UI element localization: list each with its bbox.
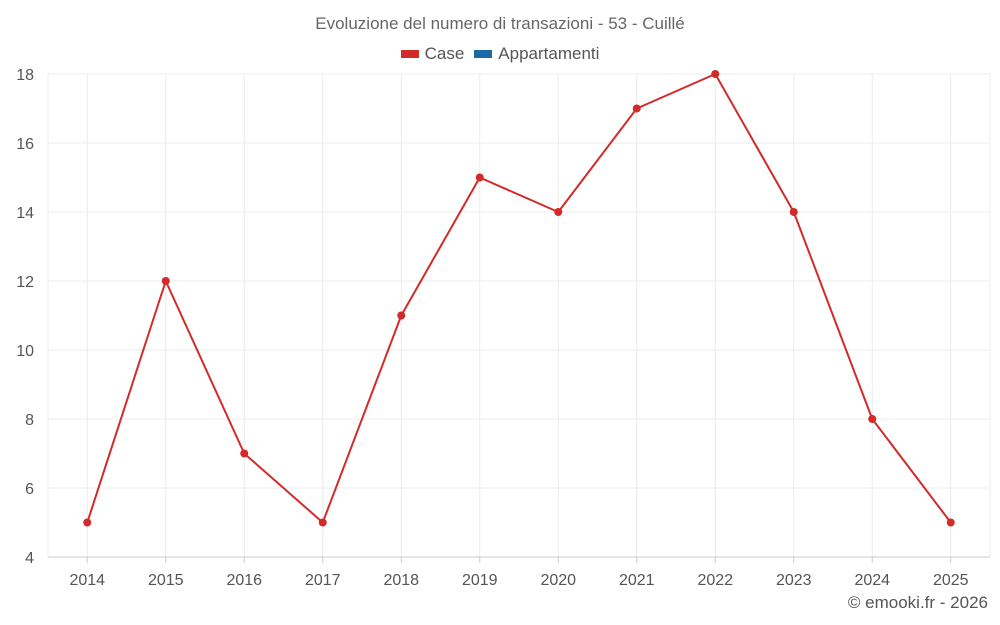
y-tick-label: 12 <box>16 274 34 291</box>
y-tick-label: 4 <box>25 550 34 567</box>
data-point[interactable] <box>554 208 563 216</box>
legend-item-case[interactable]: Case <box>400 44 465 64</box>
legend-label-appartamenti: Appartamenti <box>498 44 600 63</box>
x-tick-label: 2023 <box>776 572 812 589</box>
x-tick-label: 2025 <box>933 572 969 589</box>
x-tick-label: 2020 <box>540 572 576 589</box>
data-point[interactable] <box>789 208 798 216</box>
x-tick-label: 2019 <box>462 572 498 589</box>
data-point[interactable] <box>240 449 249 458</box>
legend-label-case: Case <box>424 44 465 63</box>
x-tick-label: 2018 <box>383 572 419 589</box>
series-line-case <box>86 73 952 524</box>
y-tick-label: 8 <box>25 412 34 429</box>
data-point[interactable] <box>868 415 877 423</box>
data-point[interactable] <box>632 104 641 113</box>
chart-title: Evoluzione del numero di transazioni - 5… <box>315 14 685 33</box>
data-point[interactable] <box>946 518 955 527</box>
data-point[interactable] <box>397 311 406 320</box>
legend-swatch-appartamenti <box>474 50 493 58</box>
copyright-notice: © emooki.fr - 2026 <box>847 593 988 612</box>
x-tick-label: 2016 <box>226 572 262 589</box>
y-tick-label: 10 <box>16 343 34 360</box>
data-point[interactable] <box>161 277 170 285</box>
grid <box>47 73 991 558</box>
x-tick-label: 2014 <box>69 572 105 589</box>
y-tick-label: 14 <box>16 205 34 222</box>
axes: 4 6 8 10 12 14 16 18 2014 2015 2016 2017 2018 2019 202… <box>16 67 990 589</box>
y-tick-label: 6 <box>25 481 34 498</box>
legend: Case Appartamenti <box>0 44 1000 64</box>
y-tick-label: 16 <box>16 136 34 153</box>
x-tick-label: 2017 <box>305 572 341 589</box>
legend-swatch-case <box>400 50 419 58</box>
y-tick-label: 18 <box>16 67 34 84</box>
x-tick-label: 2024 <box>854 572 890 589</box>
data-point[interactable] <box>711 70 720 78</box>
data-point[interactable] <box>83 518 92 527</box>
x-tick-label: 2015 <box>148 572 184 589</box>
legend-item-appartamenti[interactable]: Appartamenti <box>474 44 599 64</box>
series-layer <box>83 70 955 527</box>
x-tick-label: 2022 <box>697 572 733 589</box>
x-tick-label: 2021 <box>619 572 655 589</box>
data-point[interactable] <box>475 173 484 182</box>
data-point[interactable] <box>318 518 327 527</box>
